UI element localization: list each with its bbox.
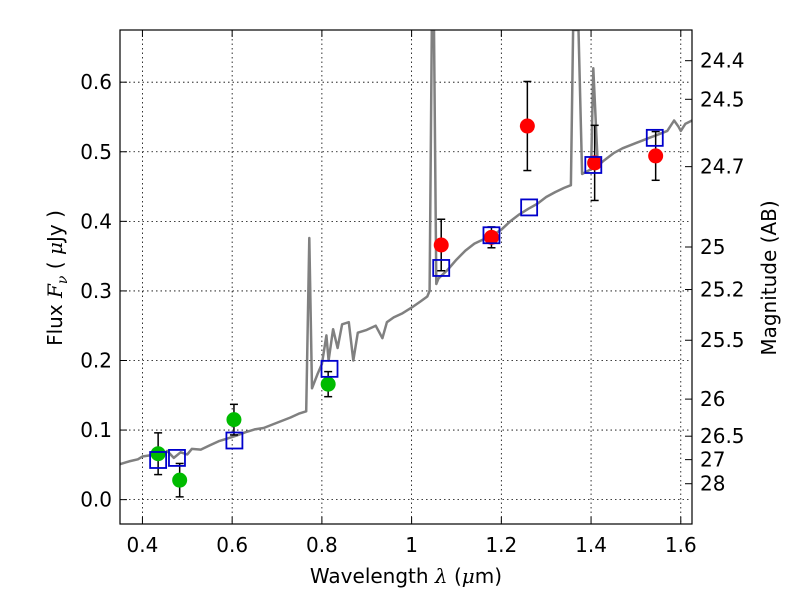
y-tick-label: 0.5 — [80, 140, 112, 164]
y2-tick-label: 27 — [700, 448, 725, 472]
model-square-point — [168, 449, 186, 467]
green-data-point — [172, 472, 188, 488]
y-tick-label: 0.3 — [80, 279, 112, 303]
y2-tick-label: 25.2 — [700, 278, 745, 302]
x-tick-label: 1.4 — [575, 533, 607, 557]
y2-tick-label: 25 — [700, 235, 725, 259]
model-square-point — [149, 451, 168, 469]
y2-tick-label: 24.7 — [700, 155, 745, 179]
model-square-point — [320, 359, 339, 378]
y2-tick-label: 26.5 — [700, 424, 745, 448]
grid-lines — [120, 30, 692, 524]
x-tick-label: 0.8 — [306, 533, 338, 557]
model-square-point — [584, 156, 603, 174]
x-tick-label: 1.6 — [665, 533, 697, 557]
x-tick-label: 0.6 — [216, 533, 248, 557]
red-data-point — [519, 118, 535, 134]
x-tick-label: 1 — [405, 533, 418, 557]
red-data-point — [587, 155, 603, 171]
red-data-point — [433, 237, 449, 253]
y-tick-label: 0.2 — [80, 348, 112, 372]
red-data-point — [483, 229, 499, 245]
model-square-point — [482, 226, 501, 245]
y-tick-label: 0.0 — [80, 488, 112, 512]
y-tick-label: 0.6 — [80, 70, 112, 94]
data-markers — [149, 80, 664, 498]
y2-tick-label: 26 — [700, 387, 725, 411]
y2-tick-label: 25.5 — [700, 328, 745, 352]
green-data-point — [320, 376, 336, 392]
plot-frame — [119, 29, 693, 525]
x-axis-title: Wavelength λ (μm) — [310, 564, 502, 588]
red-data-point — [648, 148, 664, 164]
y-tick-label: 0.1 — [80, 418, 112, 442]
green-data-point — [150, 446, 166, 462]
green-data-point — [226, 412, 242, 428]
model-square-point — [520, 198, 539, 217]
x-tick-label: 1.2 — [485, 533, 517, 557]
y-axis-title: Flux Fν ( μJy ) — [43, 210, 71, 346]
y-tick-label: 0.4 — [80, 209, 112, 233]
model-spectrum-line — [120, 30, 692, 466]
model-square-point — [645, 128, 664, 147]
y2-axis-title: Magnitude (AB) — [757, 200, 781, 355]
x-tick-label: 0.4 — [127, 533, 159, 557]
y2-tick-label: 24.4 — [700, 49, 745, 73]
model-square-point — [225, 431, 244, 450]
y2-tick-label: 24.5 — [700, 87, 745, 111]
y2-tick-label: 28 — [700, 472, 725, 496]
model-square-point — [432, 259, 451, 277]
axis-ticks: 0.4 0.6 0.8 1 1.2 1.4 1.6 0.0 0.1 0.2 0.3 0.4 0.5 0.6… — [80, 30, 745, 557]
